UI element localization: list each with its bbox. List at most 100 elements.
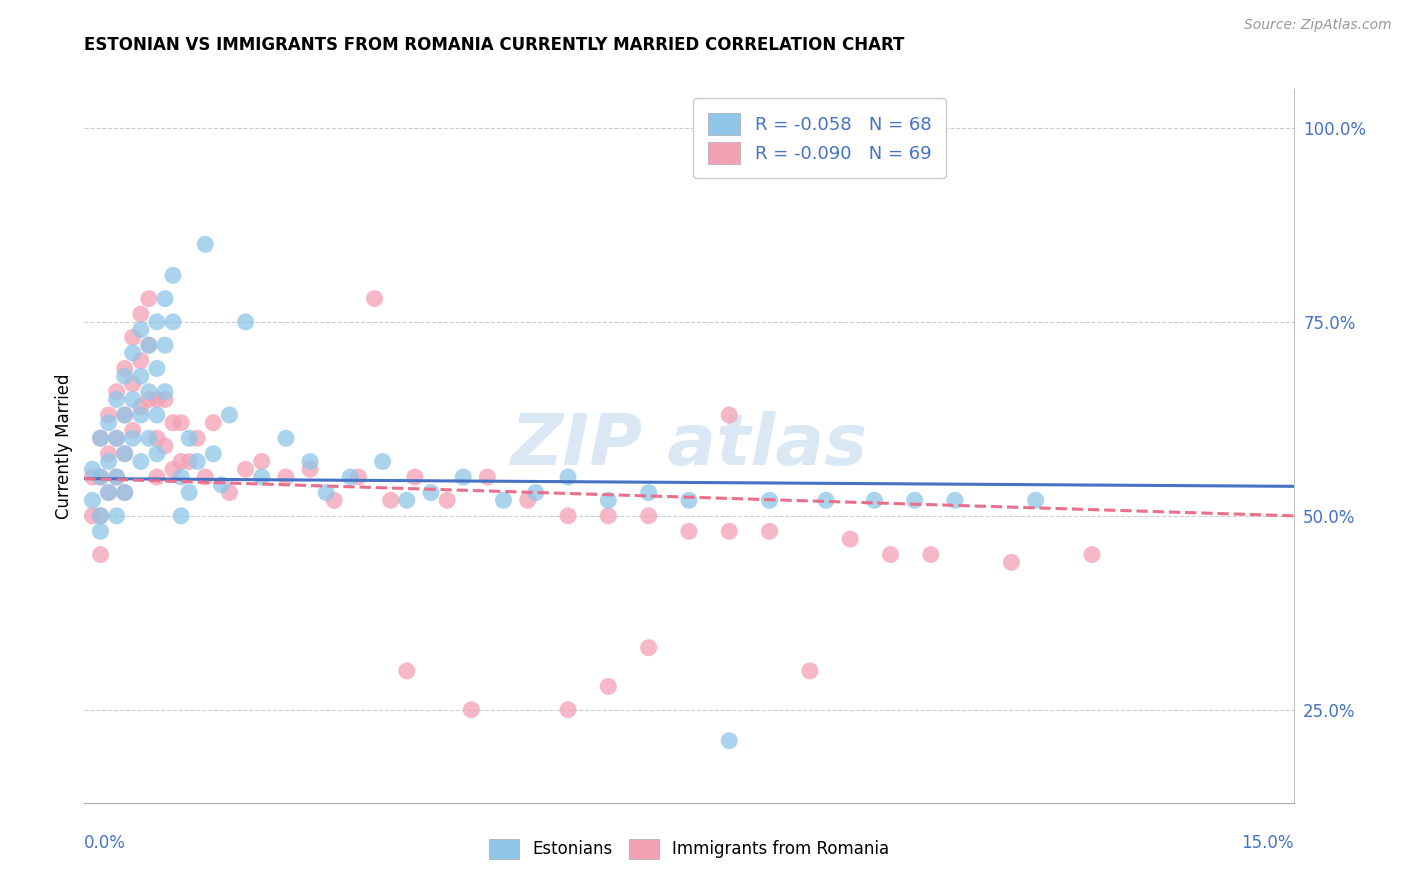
Point: [186, 431, 208, 445]
Point: [758, 493, 780, 508]
Point: [170, 470, 193, 484]
Point: [395, 664, 418, 678]
Point: [146, 392, 169, 407]
Point: [598, 508, 620, 523]
Point: [105, 392, 128, 407]
Point: [718, 524, 741, 539]
Point: [347, 470, 370, 484]
Point: [678, 524, 700, 539]
Point: [129, 408, 152, 422]
Point: [170, 508, 193, 523]
Point: [114, 485, 136, 500]
Point: [121, 424, 143, 438]
Point: [82, 508, 104, 523]
Point: [129, 369, 152, 384]
Point: [1025, 493, 1047, 508]
Point: [194, 237, 217, 252]
Point: [153, 384, 176, 399]
Point: [162, 416, 184, 430]
Point: [138, 338, 160, 352]
Point: [153, 338, 176, 352]
Point: [209, 477, 232, 491]
Point: [89, 524, 111, 539]
Point: [121, 431, 143, 445]
Point: [718, 408, 741, 422]
Point: [97, 447, 120, 461]
Point: [879, 548, 901, 562]
Point: [420, 485, 443, 500]
Point: [114, 447, 136, 461]
Point: [121, 330, 143, 344]
Point: [202, 447, 225, 461]
Point: [186, 454, 208, 468]
Point: [114, 447, 136, 461]
Point: [129, 307, 152, 321]
Point: [598, 680, 620, 694]
Point: [323, 493, 346, 508]
Point: [121, 346, 143, 360]
Point: [89, 431, 111, 445]
Point: [105, 431, 128, 445]
Point: [1081, 548, 1104, 562]
Point: [146, 408, 169, 422]
Point: [162, 268, 184, 283]
Point: [274, 431, 297, 445]
Point: [138, 338, 160, 352]
Point: [250, 454, 273, 468]
Point: [179, 431, 201, 445]
Text: Source: ZipAtlas.com: Source: ZipAtlas.com: [1244, 18, 1392, 32]
Point: [758, 524, 780, 539]
Point: [235, 315, 257, 329]
Point: [114, 408, 136, 422]
Point: [179, 454, 201, 468]
Point: [138, 292, 160, 306]
Point: [863, 493, 886, 508]
Point: [218, 408, 240, 422]
Point: [557, 508, 579, 523]
Point: [146, 431, 169, 445]
Point: [129, 323, 152, 337]
Point: [138, 431, 160, 445]
Point: [105, 384, 128, 399]
Point: [105, 470, 128, 484]
Point: [179, 485, 201, 500]
Point: [598, 493, 620, 508]
Point: [97, 454, 120, 468]
Point: [557, 703, 579, 717]
Point: [920, 548, 942, 562]
Point: [557, 470, 579, 484]
Point: [129, 454, 152, 468]
Point: [162, 315, 184, 329]
Point: [202, 416, 225, 430]
Point: [250, 470, 273, 484]
Point: [814, 493, 837, 508]
Point: [170, 454, 193, 468]
Point: [89, 508, 111, 523]
Point: [637, 640, 659, 655]
Text: 0.0%: 0.0%: [84, 834, 127, 852]
Point: [89, 548, 111, 562]
Point: [89, 508, 111, 523]
Point: [121, 392, 143, 407]
Point: [105, 431, 128, 445]
Point: [451, 470, 474, 484]
Point: [943, 493, 966, 508]
Point: [460, 703, 482, 717]
Point: [153, 292, 176, 306]
Point: [339, 470, 361, 484]
Point: [129, 401, 152, 415]
Legend: Estonians, Immigrants from Romania: Estonians, Immigrants from Romania: [482, 832, 896, 866]
Point: [678, 493, 700, 508]
Point: [477, 470, 499, 484]
Point: [380, 493, 402, 508]
Point: [97, 416, 120, 430]
Point: [138, 392, 160, 407]
Point: [170, 416, 193, 430]
Point: [904, 493, 927, 508]
Point: [299, 462, 322, 476]
Point: [114, 408, 136, 422]
Point: [1000, 555, 1022, 569]
Text: ZIP atlas: ZIP atlas: [510, 411, 868, 481]
Point: [105, 470, 128, 484]
Point: [404, 470, 426, 484]
